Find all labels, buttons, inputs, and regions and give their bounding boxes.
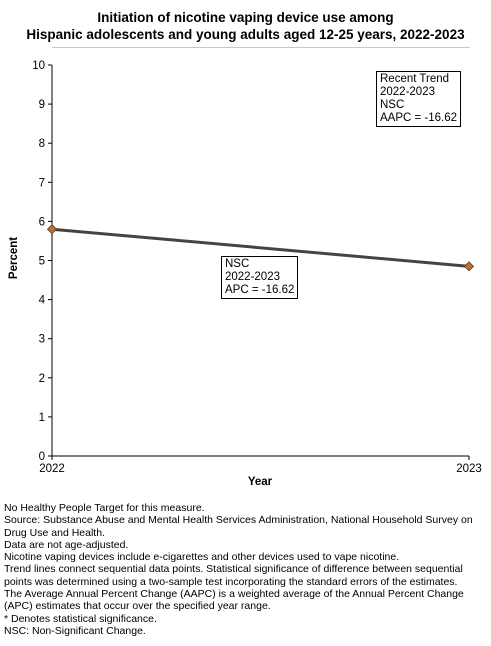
footnote: No Healthy People Target for this measur… <box>4 502 205 514</box>
recent-trend-line-3: NSC <box>380 99 405 111</box>
series-line <box>51 227 470 268</box>
data-point-marker <box>463 261 475 272</box>
footnote: * Denotes statistical significance. <box>4 612 157 625</box>
footnote: NSC: Non-Significant Change. <box>4 624 146 637</box>
recent-trend-line-4: AAPC = -16.62 <box>380 112 458 124</box>
y-tick-label: 6 <box>39 216 45 228</box>
recent-trend-line-2: 2022-2023 <box>380 86 435 98</box>
y-tick-label: 0 <box>39 451 45 463</box>
chart-title-line-1: Initiation of nicotine vaping device use… <box>97 10 394 25</box>
y-tick-label: 4 <box>39 295 46 307</box>
chart-title-line-2: Hispanic adolescents and young adults ag… <box>26 27 465 42</box>
y-tick-label: 8 <box>39 138 45 150</box>
y-tick-label: 10 <box>32 60 45 72</box>
y-tick-label: 5 <box>39 256 45 268</box>
line-chart: 0 1 2 3 4 5 6 7 8 9 10 2022 2023 <box>32 60 482 475</box>
footnote: Trend lines connect sequential data poin… <box>4 563 463 588</box>
footnote: Nicotine vaping devices include e-cigare… <box>4 551 400 564</box>
footnote: Source: Substance Abuse and Mental Healt… <box>4 514 473 539</box>
segment-line-1: NSC <box>225 258 250 270</box>
y-tick-label: 7 <box>39 177 45 189</box>
title-divider <box>52 47 470 48</box>
x-tick-label: 2022 <box>39 463 65 475</box>
footnotes: No Healthy People Target for this measur… <box>4 502 490 637</box>
y-tick-label: 9 <box>39 99 45 111</box>
recent-trend-annotation: Recent Trend 2022-2023 NSC AAPC = -16.62 <box>376 71 462 127</box>
segment-annotation: NSC 2022-2023 APC = -16.62 <box>221 256 299 299</box>
segment-line-3: APC = -16.62 <box>225 284 295 296</box>
recent-trend-line-1: Recent Trend <box>380 73 450 85</box>
y-tick-label: 1 <box>39 412 45 424</box>
y-axis-label: Percent <box>8 236 20 280</box>
x-axis-label: Year <box>247 476 273 488</box>
footnote: The Average Annual Percent Change (AAPC)… <box>4 588 464 613</box>
x-tick-label: 2023 <box>456 463 482 475</box>
y-tick-label: 2 <box>39 373 45 385</box>
footnote: Data are not age-adjusted. <box>4 538 129 551</box>
chart-title: Initiation of nicotine vaping device use… <box>0 9 491 43</box>
y-tick-label: 3 <box>39 334 45 346</box>
data-point-marker <box>46 224 58 235</box>
segment-line-2: 2022-2023 <box>225 271 280 283</box>
